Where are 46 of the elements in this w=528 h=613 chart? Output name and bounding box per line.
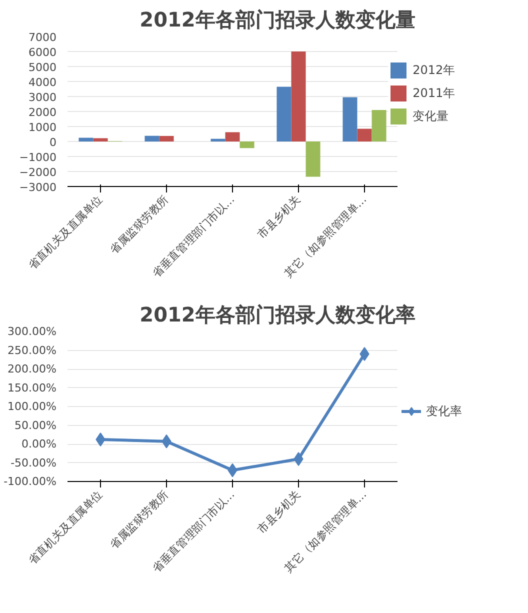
bar bbox=[159, 136, 174, 142]
y-tick-label: 150.00% bbox=[8, 381, 57, 394]
y-tick-label: 0 bbox=[50, 136, 56, 149]
legend-label: 2012年 bbox=[412, 62, 456, 78]
bar bbox=[306, 142, 320, 177]
y-tick-label: 2000 bbox=[28, 106, 57, 119]
chart-title: 2012年各部门招录人数变化率 bbox=[140, 302, 416, 326]
bar bbox=[276, 86, 292, 142]
y-tick-label: 200.00% bbox=[8, 362, 57, 376]
y-tick-label: 0.00% bbox=[22, 438, 57, 450]
y-tick-label: −2000 bbox=[19, 166, 57, 179]
legend-label: 变化率 bbox=[426, 402, 462, 420]
y-tick-label: 300.00% bbox=[8, 325, 57, 338]
bar bbox=[240, 142, 254, 148]
y-tick-label: -100.00% bbox=[4, 475, 57, 488]
y-tick-label: -50.00% bbox=[10, 456, 57, 470]
y-tick-label: 6000 bbox=[28, 46, 57, 59]
point bbox=[360, 347, 370, 361]
bar bbox=[342, 97, 358, 142]
bar bbox=[357, 128, 372, 142]
y-tick-label: 3000 bbox=[28, 91, 57, 104]
y-tick-label: 1000 bbox=[28, 121, 57, 134]
y-tick-label: 7000 bbox=[28, 31, 57, 44]
point bbox=[96, 432, 106, 446]
bar bbox=[144, 136, 160, 142]
x-tick-label: 市县乡机关 bbox=[255, 488, 304, 536]
x-tick-label: 省直机关及直属单位 bbox=[26, 192, 106, 272]
legend-label: 变化量 bbox=[412, 108, 449, 124]
bar bbox=[78, 138, 94, 142]
y-tick-label: 100.00% bbox=[8, 400, 57, 413]
bar bbox=[210, 138, 226, 142]
bar bbox=[225, 132, 240, 142]
bar bbox=[93, 138, 108, 142]
y-tick-label: −3000 bbox=[19, 181, 57, 194]
y-tick-label: 250.00% bbox=[8, 344, 57, 357]
y-tick-label: 4000 bbox=[28, 76, 57, 89]
bar bbox=[291, 52, 306, 142]
y-tick-label: 50.00% bbox=[14, 418, 57, 432]
y-tick-label: 5000 bbox=[28, 61, 57, 74]
point bbox=[294, 452, 304, 466]
x-tick-label: 省直机关及直属单位 bbox=[26, 488, 106, 568]
y-tick-label: −1000 bbox=[19, 151, 57, 164]
chart-title: 2012年各部门招录人数变化量 bbox=[140, 8, 416, 32]
x-tick-label: 市县乡机关 bbox=[255, 192, 304, 241]
legend-label: 2011年 bbox=[412, 84, 456, 102]
bar bbox=[372, 110, 386, 142]
